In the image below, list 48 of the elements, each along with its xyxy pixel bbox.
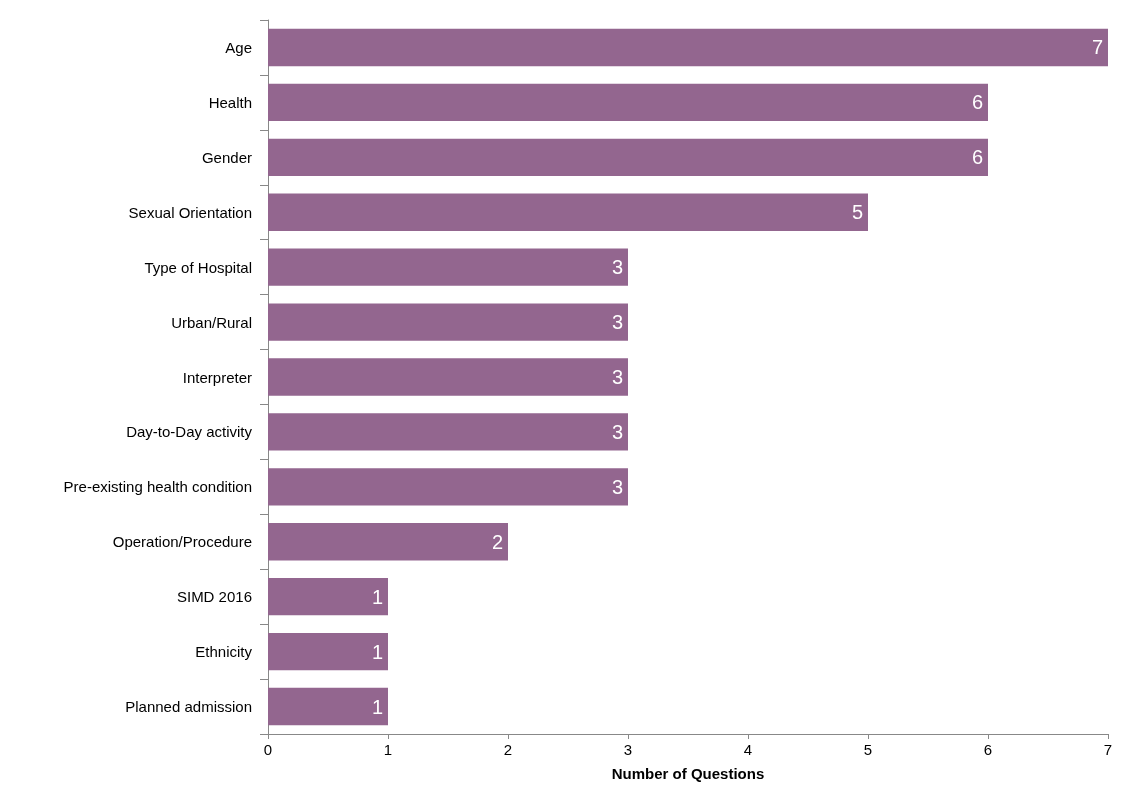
bar [268, 632, 388, 671]
data-label: 2 [491, 530, 503, 553]
data-label: 5 [851, 201, 863, 224]
y-tick-label: Health [208, 93, 252, 111]
bar [268, 303, 628, 341]
data-label: 3 [611, 420, 623, 443]
x-axis-title: Number of Questions [611, 765, 765, 782]
y-tick-label: Gender [201, 148, 252, 166]
bar [268, 578, 388, 616]
bar [268, 83, 988, 122]
y-tick-label: Sexual Orientation [128, 203, 252, 221]
x-tick-label: 2 [503, 741, 513, 758]
y-tick-label: Pre-existing health condition [63, 478, 252, 496]
data-label: 1 [371, 695, 383, 718]
y-tick-label: Planned admission [125, 698, 252, 716]
data-label: 1 [371, 640, 383, 663]
x-tick-label: 3 [623, 741, 633, 758]
data-label: 3 [611, 366, 623, 388]
bar [268, 248, 628, 286]
data-label: 3 [611, 256, 623, 279]
data-label: 7 [1091, 36, 1103, 59]
y-tick-label: Ethnicity [195, 643, 253, 661]
x-tick-label: 1 [383, 741, 393, 758]
x-tick-label: 0 [263, 741, 273, 758]
x-tick-label: 7 [1103, 741, 1113, 758]
bar [268, 193, 868, 231]
data-label: 1 [371, 585, 383, 608]
x-tick-label: 5 [863, 741, 873, 758]
bar [268, 138, 988, 176]
y-tick-label: Interpreter [182, 368, 252, 386]
bar [268, 687, 388, 726]
y-tick-label: Age [225, 38, 252, 56]
bar [268, 523, 508, 561]
y-tick-label: Day-to-Day activity [126, 423, 253, 441]
data-label: 6 [971, 146, 983, 169]
bar [268, 28, 1108, 67]
y-tick-label: Operation/Procedure [112, 533, 252, 551]
data-label: 3 [611, 311, 623, 334]
bar [268, 468, 628, 506]
y-tick-label: SIMD 2016 [176, 588, 252, 606]
bar [268, 413, 628, 451]
y-tick-label: Urban/Rural [171, 313, 252, 331]
data-label: 6 [971, 91, 983, 114]
x-tick-label: 6 [983, 741, 993, 758]
x-tick-label: 4 [743, 741, 753, 758]
data-label: 3 [611, 475, 623, 498]
bar [268, 358, 628, 396]
y-tick-label: Type of Hospital [144, 258, 252, 276]
